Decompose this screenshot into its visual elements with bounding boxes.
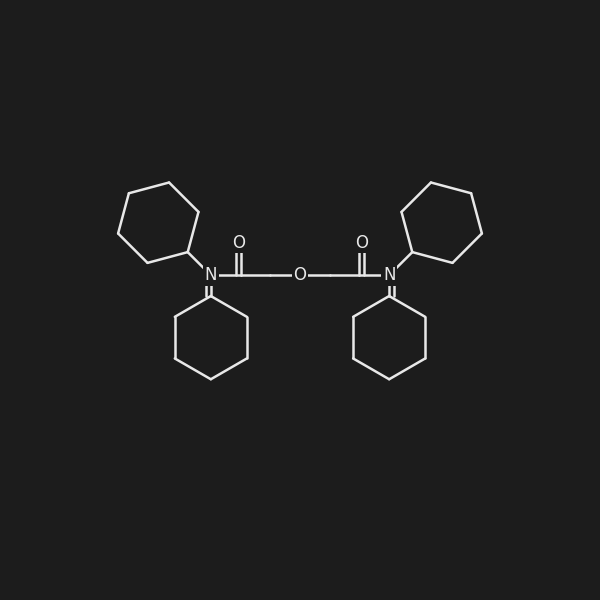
Text: N: N	[205, 266, 217, 284]
Text: O: O	[293, 266, 307, 284]
Text: O: O	[355, 233, 368, 251]
Text: N: N	[383, 266, 395, 284]
Text: O: O	[232, 233, 245, 251]
